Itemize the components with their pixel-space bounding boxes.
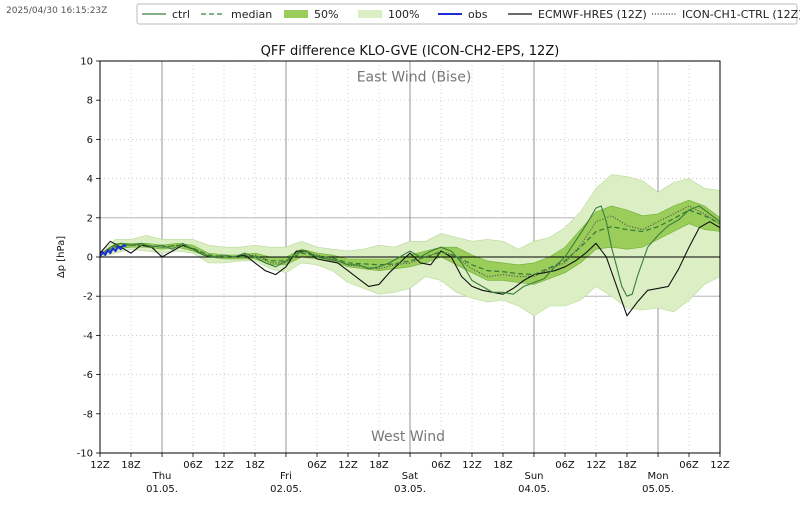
x-tick-label: Fri	[280, 471, 292, 482]
legend-item: ECMWF-HRES (12Z)	[508, 8, 647, 21]
legend-item: ICON-CH1-CTRL (12Z)	[652, 8, 800, 21]
x-tick-label: Sun	[524, 471, 543, 482]
y-tick-label: 6	[87, 135, 93, 146]
x-tick-label: 18Z	[617, 460, 637, 471]
x-tick-date: 04.05.	[518, 484, 550, 495]
x-tick-label: 06Z	[431, 460, 451, 471]
legend-label: 100%	[388, 8, 419, 21]
timestamp: 2025/04/30 16:15:23Z	[6, 6, 108, 16]
legend-label: ICON-CH1-CTRL (12Z)	[682, 8, 800, 21]
legend-label: median	[231, 8, 272, 21]
legend-frame	[136, 3, 798, 25]
annotation-east-wind: East Wind (Bise)	[357, 70, 472, 86]
y-tick-label: -8	[83, 409, 93, 420]
y-axis-label: Δp [hPa]	[56, 236, 67, 278]
chart-title: QFF difference KLO-GVE (ICON-CH2-EPS, 12…	[261, 44, 560, 59]
x-tick-label: 06Z	[679, 460, 699, 471]
x-tick-label: 12Z	[338, 460, 358, 471]
legend-label: ECMWF-HRES (12Z)	[538, 8, 647, 21]
legend-label: ctrl	[172, 8, 190, 21]
legend-item: median	[201, 8, 272, 21]
y-tick-label: 4	[87, 174, 93, 185]
y-tick-label: -4	[83, 331, 93, 342]
legend-item: ctrl	[142, 8, 190, 21]
band-100pct	[100, 174, 720, 317]
y-tick-label: -2	[83, 292, 93, 303]
x-tick-label: 12Z	[90, 460, 110, 471]
x-tick-label: 12Z	[586, 460, 606, 471]
legend-item: 100%	[358, 8, 419, 21]
x-tick-label: 12Z	[710, 460, 730, 471]
series-line-obs	[100, 244, 127, 258]
plot-area	[100, 174, 720, 317]
y-tick-label: 10	[80, 57, 93, 68]
series-line-median	[100, 209, 720, 276]
x-tick-label: 06Z	[307, 460, 327, 471]
series-line-ctrl	[100, 205, 720, 297]
x-tick-date: 02.05.	[270, 484, 302, 495]
y-tick-label: -10	[77, 449, 93, 460]
x-tick-label: Thu	[152, 471, 172, 482]
plot-frame	[99, 60, 721, 454]
legend-item: obs	[438, 8, 488, 21]
x-tick-label: Mon	[647, 471, 668, 482]
x-tick-label: Sat	[402, 471, 418, 482]
x-tick-label: 18Z	[369, 460, 389, 471]
y-tick-label: 2	[87, 213, 93, 224]
legend-swatch	[284, 10, 308, 18]
legend-label: obs	[468, 8, 488, 21]
x-tick-label: 06Z	[183, 460, 203, 471]
y-tick-label: -6	[83, 370, 93, 381]
y-tick-label: 8	[87, 96, 93, 107]
x-tick-label: 12Z	[214, 460, 234, 471]
annotation-west-wind: West Wind	[371, 429, 445, 445]
x-tick-date: 01.05.	[146, 484, 178, 495]
x-tick-date: 05.05.	[642, 484, 674, 495]
x-tick-date: 03.05.	[394, 484, 426, 495]
legend-label: 50%	[314, 8, 338, 21]
x-tick-label: 06Z	[555, 460, 575, 471]
x-tick-label: 18Z	[121, 460, 141, 471]
y-tick-label: 0	[87, 253, 93, 264]
x-tick-label: 18Z	[493, 460, 513, 471]
x-tick-label: 18Z	[245, 460, 265, 471]
legend-swatch	[358, 10, 382, 18]
legend-item: 50%	[284, 8, 338, 21]
x-tick-label: 12Z	[462, 460, 482, 471]
